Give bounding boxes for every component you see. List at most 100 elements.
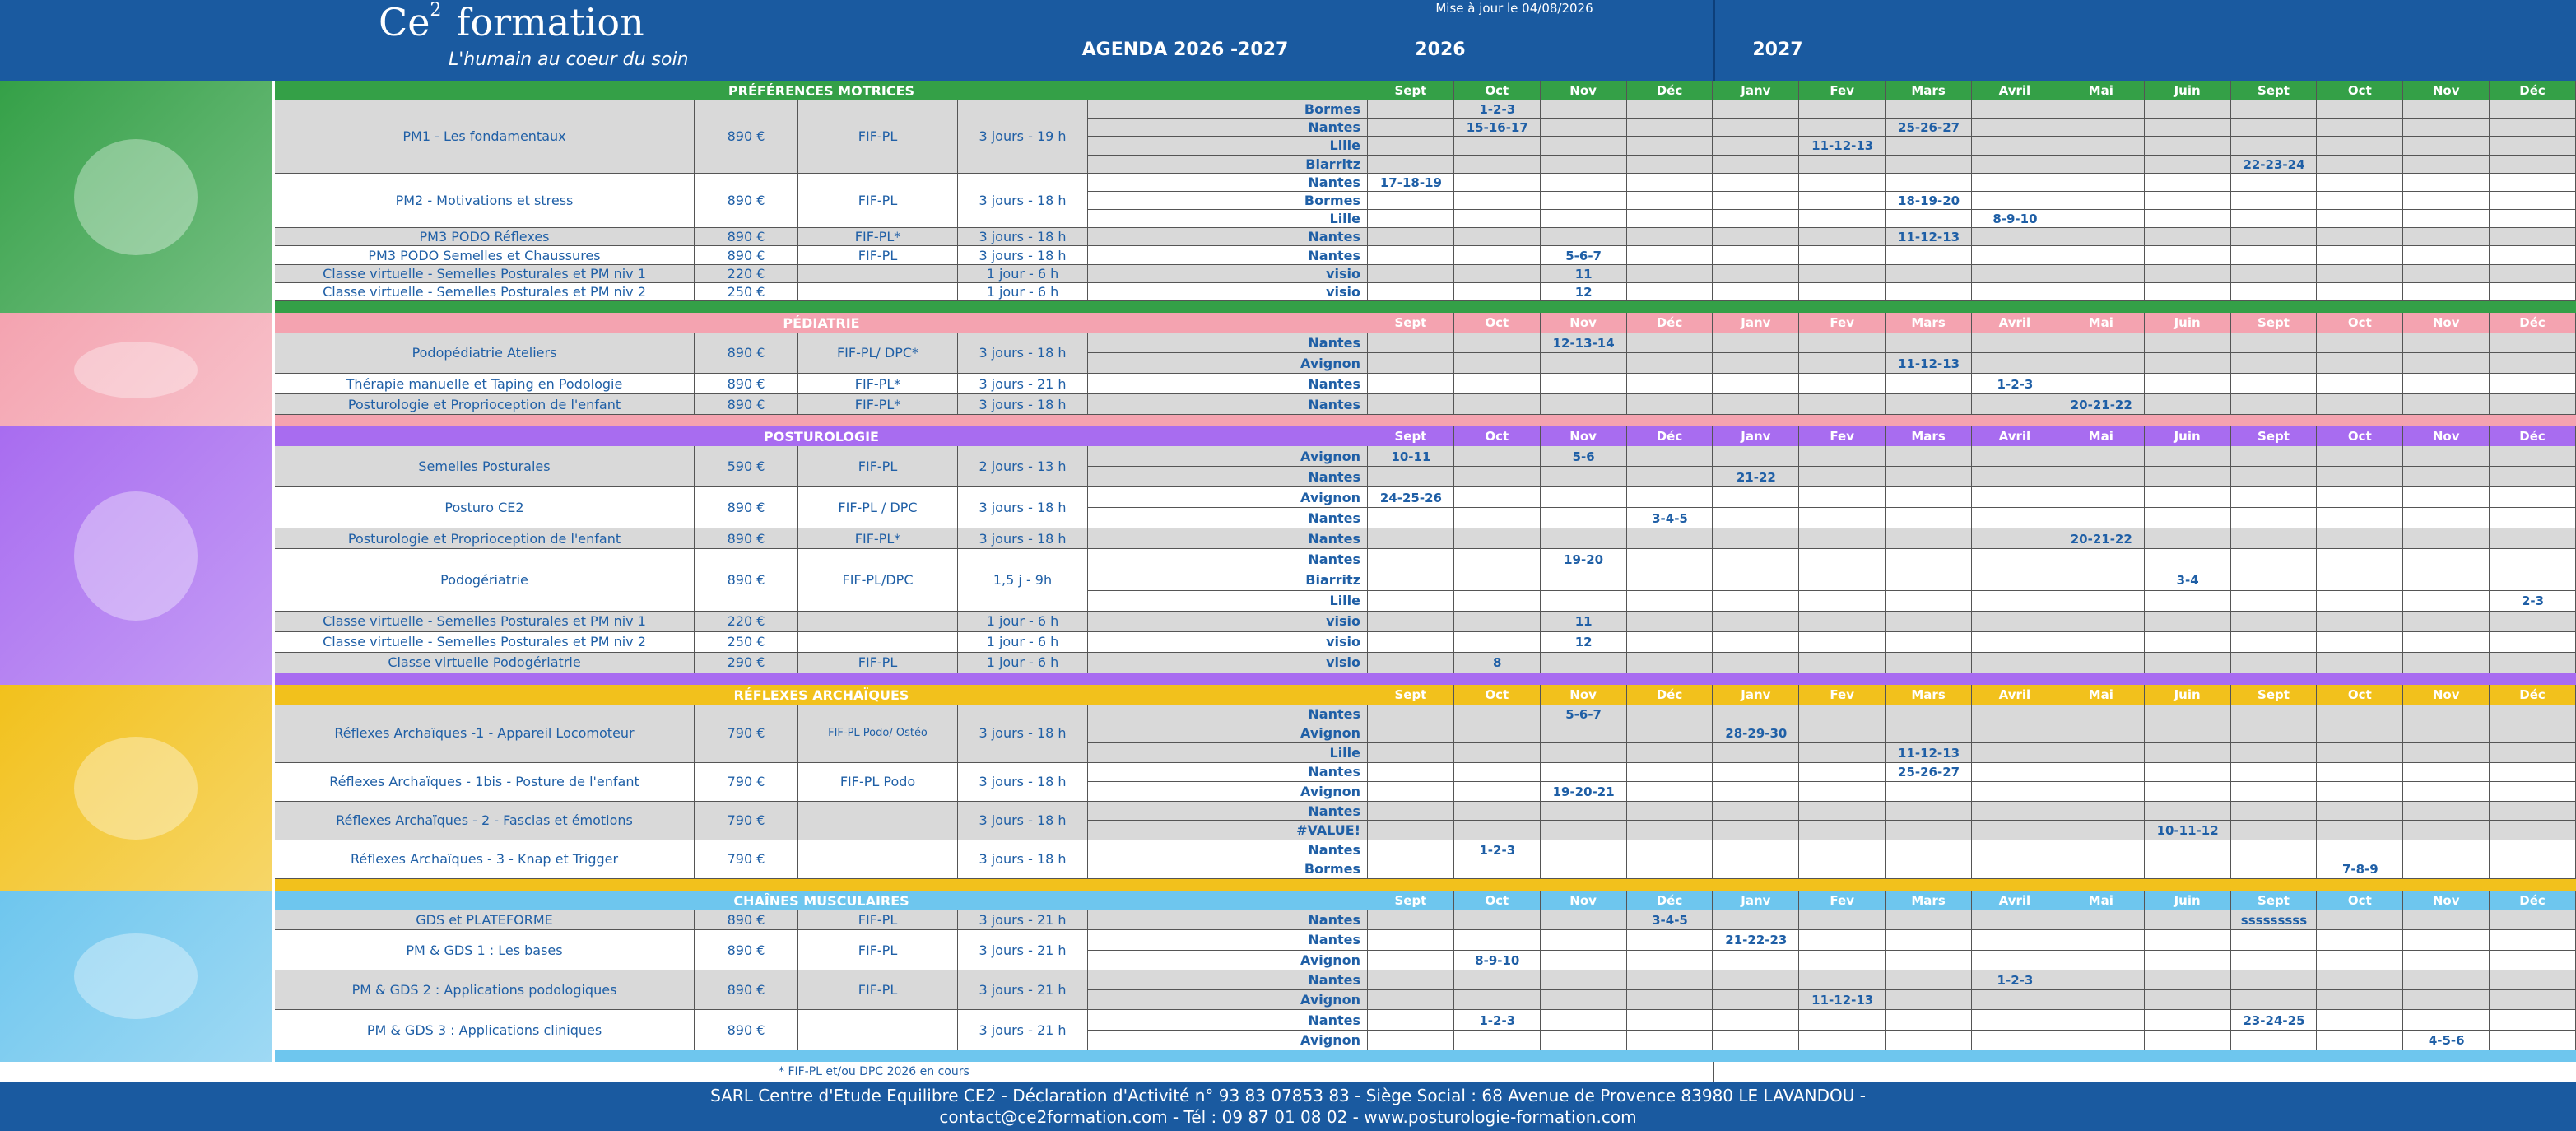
city: Avignon [1088,782,1368,802]
section-image [0,81,272,313]
date-cell [1368,950,1454,970]
date-cell [1626,446,1713,468]
city: Avignon [1088,990,1368,1011]
date-cell [1972,353,2058,374]
date-cell [1626,374,1713,394]
city: Nantes [1088,508,1368,529]
date-cell [1453,611,1541,632]
date-cell [1713,801,1800,821]
date-cell [2403,570,2490,591]
course-price: 890 € [695,910,798,931]
date-cell [2230,1010,2318,1031]
course-name: Réflexes Archaïques -1 - Appareil Locomo… [275,705,695,763]
city: visio [1088,631,1368,653]
date-cell [1713,859,1800,879]
city: Nantes [1088,705,1368,724]
course-duration: 1 jour - 6 h [958,652,1088,673]
session-dates: 11-12-13 [1898,230,1960,245]
course-funding: FIF-PL* [798,528,958,550]
date-cell [2144,950,2231,970]
section-title: POSTUROLOGIE [764,428,879,444]
date-cell [1972,821,2058,840]
date-cell [1886,549,1972,570]
date-cell [1886,821,1972,840]
logo: Ce 2 formation [379,0,644,48]
date-cell [2058,549,2145,570]
date-cell [2490,333,2576,353]
date-cell [2058,821,2145,840]
month-header: Juin [2145,313,2231,333]
month-header: Fev [1799,891,1886,910]
date-cell [1626,801,1713,821]
date-cell [1626,724,1713,744]
date-cell [1972,100,2058,119]
date-cell [2230,246,2318,265]
date-cell [1972,137,2058,156]
course-price: 890 € [695,970,798,1011]
date-cell [1886,228,1972,247]
date-cell [1368,353,1454,374]
date-cell [2317,246,2404,265]
date-cell [2144,910,2231,931]
date-cell [2403,762,2490,783]
date-cell [1540,282,1627,301]
date-cell [1453,210,1541,229]
course-name: Réflexes Archaïques - 2 - Fascias et émo… [275,801,695,840]
date-cell [1368,119,1454,137]
date-cell [1540,990,1627,1011]
city: visio [1088,282,1368,301]
session-dates: 1-2-3 [1479,1012,1516,1028]
session-dates: 15-16-17 [1466,120,1528,136]
month-header: Oct [2317,891,2404,910]
date-cell [1972,705,2058,724]
section-title: CHAÎNES MUSCULAIRES [733,892,909,909]
date-cell [2490,374,2576,394]
date-cell [1713,611,1800,632]
date-cell [2490,264,2576,283]
date-cell [1972,590,2058,612]
date-cell [2317,119,2404,137]
date-cell [1799,374,1886,394]
date-cell [1799,570,1886,591]
date-cell [1799,264,1886,283]
course-name: GDS et PLATEFORME [275,910,695,931]
date-cell [1713,191,1800,211]
date-cell [2490,801,2576,821]
city: Nantes [1088,333,1368,353]
course-price: 890 € [695,394,798,415]
date-cell [1799,353,1886,374]
date-cell [2144,119,2231,137]
session-dates: 11-12-13 [1811,138,1874,154]
date-cell [1799,590,1886,612]
month-header: Sept [1368,891,1454,910]
date-cell [1972,191,2058,211]
month-header: Fev [1799,426,1886,446]
date-cell [2317,840,2404,860]
date-cell [1972,210,2058,229]
date-cell [1886,570,1972,591]
date-cell [1886,840,1972,860]
date-cell [1626,950,1713,970]
date-cell [1453,762,1541,783]
date-cell [2058,210,2145,229]
month-header: Nov [2403,81,2490,100]
date-cell [2403,446,2490,468]
date-cell [1972,930,2058,951]
date-cell [2230,508,2318,529]
date-cell [1540,173,1627,192]
date-cell [2144,840,2231,860]
section-image [0,891,272,1062]
date-cell [2144,611,2231,632]
date-cell [1453,487,1541,509]
month-header: Janv [1713,891,1800,910]
date-cell [2317,353,2404,374]
date-cell [1972,570,2058,591]
month-header: Nov [2403,313,2490,333]
date-cell [1713,950,1800,970]
city: Nantes [1088,840,1368,860]
date-cell [1540,549,1627,570]
month-header: Nov [1541,81,1627,100]
date-cell [2144,705,2231,724]
course-duration: 3 jours - 18 h [958,246,1088,265]
city: visio [1088,652,1368,673]
